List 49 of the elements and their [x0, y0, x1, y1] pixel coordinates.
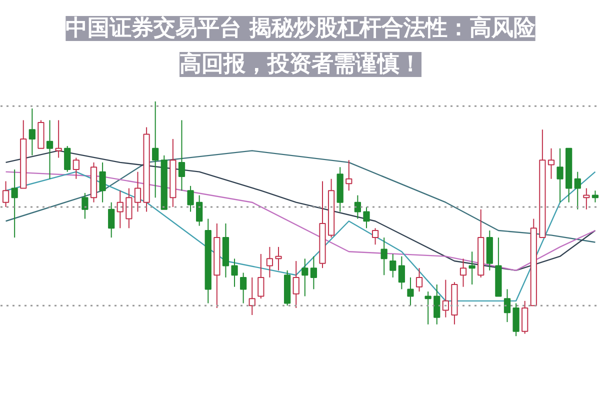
candlestick [248, 276, 256, 316]
candlestick [548, 148, 555, 180]
candlestick [442, 279, 449, 318]
candlestick [354, 194, 361, 220]
candlestick [372, 228, 379, 246]
candlestick [460, 258, 467, 288]
candlestick [275, 246, 282, 271]
chart-title: 中国证券交易平台 揭秘炒股杠杆合法性：高风险高回报，投资者需谨慎！ [66, 15, 536, 77]
candlestick [468, 251, 476, 285]
candlestick [390, 253, 396, 278]
candlestick [583, 188, 590, 210]
candlestick [72, 157, 80, 180]
candlestick [398, 256, 405, 290]
candlestick [424, 291, 432, 325]
candlestick [522, 300, 528, 334]
candlestick [196, 194, 203, 226]
candlestick [108, 202, 115, 238]
candlestick [266, 246, 274, 278]
candlestick [82, 192, 88, 220]
candlestick [556, 148, 564, 203]
candlestick [64, 146, 71, 172]
candlestick [363, 206, 370, 229]
candlestick [258, 253, 264, 300]
candlestick [178, 120, 186, 192]
candlestick [134, 171, 142, 212]
candlestick [2, 180, 10, 208]
candlestick [152, 100, 159, 198]
candlestick [55, 120, 62, 158]
candlestick [504, 288, 511, 323]
candlestick [28, 108, 36, 156]
candlestick [231, 258, 238, 288]
candlestick [126, 188, 132, 229]
candlestick [512, 302, 520, 337]
candlestick [11, 168, 18, 238]
candlestick [574, 171, 581, 210]
candlestick [434, 284, 440, 325]
candlestick [302, 258, 308, 297]
candlestick [407, 276, 414, 306]
candlestick [187, 185, 194, 212]
candlestick [46, 120, 54, 180]
candlestick [592, 190, 599, 203]
candlestick [292, 260, 300, 308]
candlestick [116, 190, 124, 229]
candlestick [346, 160, 352, 192]
candlestick [416, 268, 423, 292]
candlestick [240, 272, 247, 304]
candlestick [310, 256, 318, 290]
candlestick [380, 237, 388, 276]
candlestick [99, 162, 106, 203]
